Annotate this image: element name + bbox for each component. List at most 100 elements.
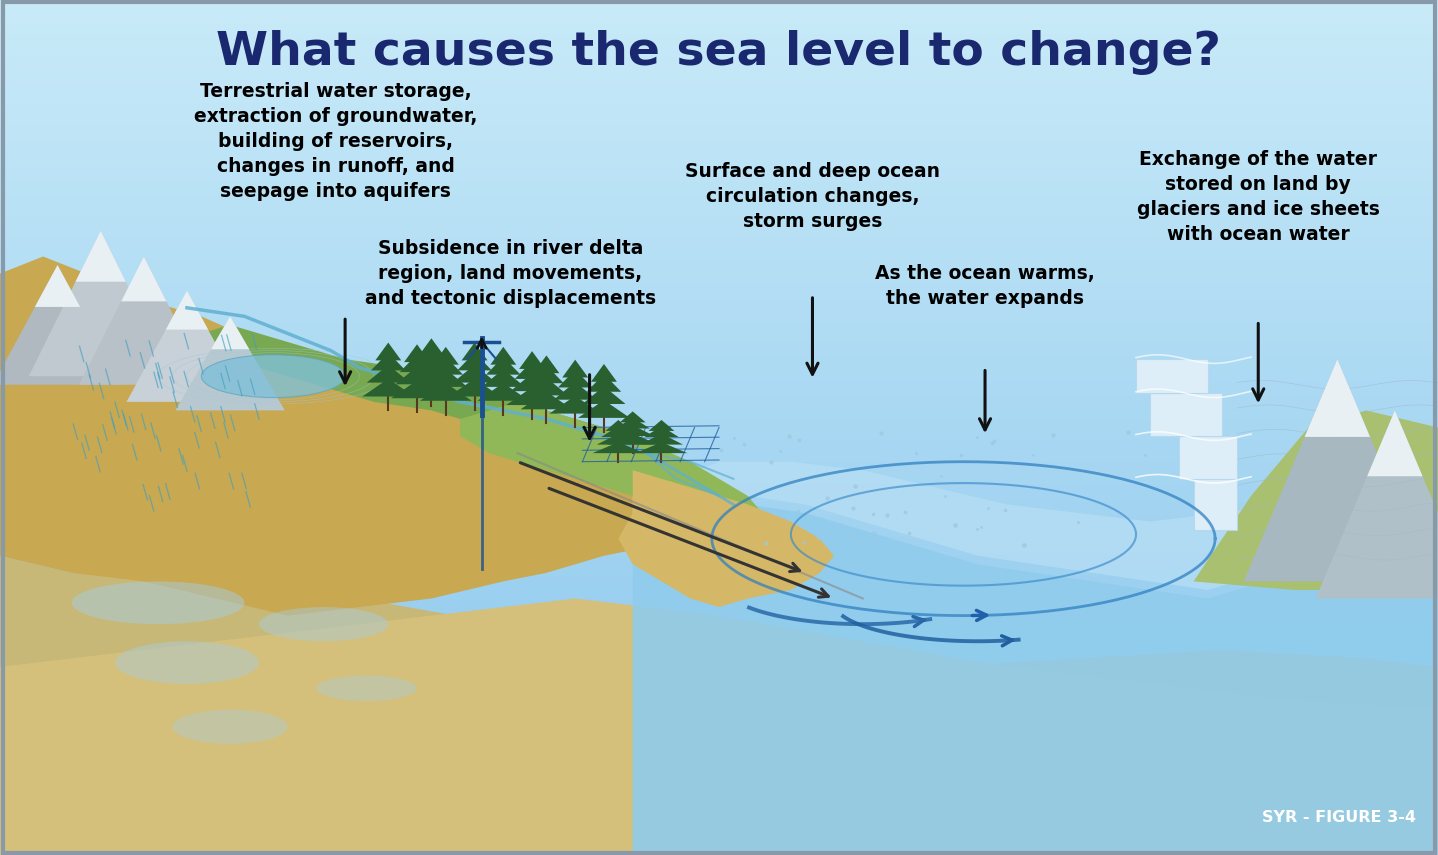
Ellipse shape	[316, 675, 417, 701]
Polygon shape	[525, 378, 568, 395]
Polygon shape	[615, 417, 650, 428]
Bar	[0, 510, 1438, 513]
Polygon shape	[35, 265, 81, 307]
Bar	[0, 579, 1438, 581]
Bar	[0, 707, 1438, 710]
Polygon shape	[529, 365, 564, 383]
Bar	[0, 633, 1438, 635]
Bar	[0, 468, 1438, 470]
Bar	[0, 268, 1438, 271]
Bar	[0, 80, 1438, 83]
Bar	[0, 162, 1438, 165]
Bar	[0, 764, 1438, 767]
Bar	[0, 97, 1438, 100]
Bar	[0, 276, 1438, 280]
Bar	[0, 165, 1438, 168]
Bar	[0, 524, 1438, 528]
Bar	[0, 285, 1438, 288]
Bar	[0, 174, 1438, 177]
Polygon shape	[591, 364, 617, 381]
Bar	[0, 105, 1438, 109]
Polygon shape	[453, 365, 496, 383]
Bar	[0, 385, 1438, 387]
Bar	[0, 624, 1438, 627]
Bar	[0, 182, 1438, 186]
Bar	[0, 145, 1438, 148]
Polygon shape	[1150, 393, 1222, 436]
Bar	[0, 314, 1438, 316]
Bar	[0, 781, 1438, 784]
Bar	[0, 293, 1438, 297]
Bar	[0, 237, 1438, 239]
Ellipse shape	[259, 607, 388, 641]
Ellipse shape	[173, 710, 288, 744]
Polygon shape	[404, 345, 430, 363]
Bar	[0, 462, 1438, 464]
Bar	[0, 746, 1438, 750]
Bar	[0, 376, 1438, 379]
Bar	[0, 265, 1438, 268]
Bar	[0, 186, 1438, 188]
Bar	[0, 593, 1438, 596]
Bar	[0, 673, 1438, 675]
Text: Subsidence in river delta
region, land movements,
and tectonic displacements: Subsidence in river delta region, land m…	[365, 239, 656, 308]
Polygon shape	[29, 231, 173, 376]
Bar	[0, 658, 1438, 661]
Bar	[0, 288, 1438, 291]
Bar	[0, 507, 1438, 510]
Bar	[0, 784, 1438, 787]
Bar	[0, 171, 1438, 174]
Bar	[0, 211, 1438, 214]
Bar	[0, 280, 1438, 282]
Polygon shape	[420, 383, 472, 401]
Bar	[0, 399, 1438, 402]
Bar	[0, 835, 1438, 838]
Bar	[0, 208, 1438, 211]
Bar	[0, 733, 1438, 735]
Bar	[0, 248, 1438, 251]
Bar	[0, 838, 1438, 840]
Bar	[0, 787, 1438, 789]
Bar	[0, 844, 1438, 846]
Polygon shape	[127, 291, 247, 402]
Bar	[0, 256, 1438, 259]
Bar	[0, 695, 1438, 699]
Bar	[0, 422, 1438, 425]
Polygon shape	[0, 256, 719, 616]
Polygon shape	[1244, 359, 1431, 581]
Bar	[0, 416, 1438, 419]
Bar	[0, 262, 1438, 265]
Bar	[0, 54, 1438, 57]
Bar	[0, 436, 1438, 439]
Bar	[0, 687, 1438, 690]
Bar	[0, 245, 1438, 248]
Bar	[0, 368, 1438, 370]
Bar	[0, 664, 1438, 667]
Bar	[0, 122, 1438, 126]
Bar	[0, 387, 1438, 391]
Bar	[0, 584, 1438, 587]
Bar	[0, 667, 1438, 669]
Bar	[0, 251, 1438, 254]
Bar	[0, 402, 1438, 404]
Bar	[0, 103, 1438, 105]
Bar	[0, 139, 1438, 143]
Polygon shape	[515, 361, 549, 379]
Bar	[0, 502, 1438, 504]
Bar	[0, 413, 1438, 416]
Polygon shape	[175, 316, 285, 410]
Bar	[0, 111, 1438, 114]
Ellipse shape	[72, 581, 244, 624]
Bar	[0, 547, 1438, 550]
Bar	[0, 818, 1438, 821]
Text: SYR - FIGURE 3-4: SYR - FIGURE 3-4	[1263, 810, 1416, 825]
Bar	[0, 536, 1438, 539]
Bar	[0, 336, 1438, 339]
Bar	[0, 15, 1438, 17]
Text: Exchange of the water
stored on land by
glaciers and ice sheets
with ocean water: Exchange of the water stored on land by …	[1137, 150, 1379, 244]
Bar	[0, 425, 1438, 428]
Bar	[0, 522, 1438, 524]
Bar	[0, 45, 1438, 49]
Bar	[0, 156, 1438, 160]
Bar	[0, 699, 1438, 701]
